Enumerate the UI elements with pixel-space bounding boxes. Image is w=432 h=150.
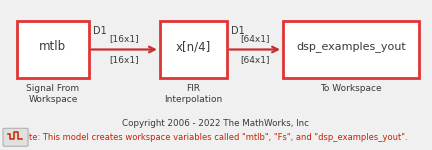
Text: To Workspace: To Workspace — [320, 84, 382, 93]
Text: Signal From
Workspace: Signal From Workspace — [26, 84, 79, 104]
Text: Copyright 2006 - 2022 The MathWorks, Inc: Copyright 2006 - 2022 The MathWorks, Inc — [123, 119, 309, 128]
Text: FIR
Interpolation: FIR Interpolation — [164, 84, 222, 104]
Bar — [17, 21, 89, 78]
Text: [16x1]: [16x1] — [109, 34, 139, 43]
Text: D1: D1 — [231, 26, 245, 36]
Bar — [283, 21, 419, 78]
Text: [64x1]: [64x1] — [240, 56, 270, 64]
FancyBboxPatch shape — [3, 128, 28, 146]
Text: te: This model creates workspace variables called "mtlb", "Fs", and "dsp_example: te: This model creates workspace variabl… — [29, 133, 408, 142]
Text: x[n/4]: x[n/4] — [176, 40, 211, 53]
Text: D1: D1 — [93, 26, 107, 36]
Text: dsp_examples_yout: dsp_examples_yout — [296, 41, 406, 52]
Text: mtlb: mtlb — [39, 40, 67, 53]
Text: [16x1]: [16x1] — [109, 56, 139, 64]
Bar — [160, 21, 227, 78]
Text: [64x1]: [64x1] — [240, 34, 270, 43]
